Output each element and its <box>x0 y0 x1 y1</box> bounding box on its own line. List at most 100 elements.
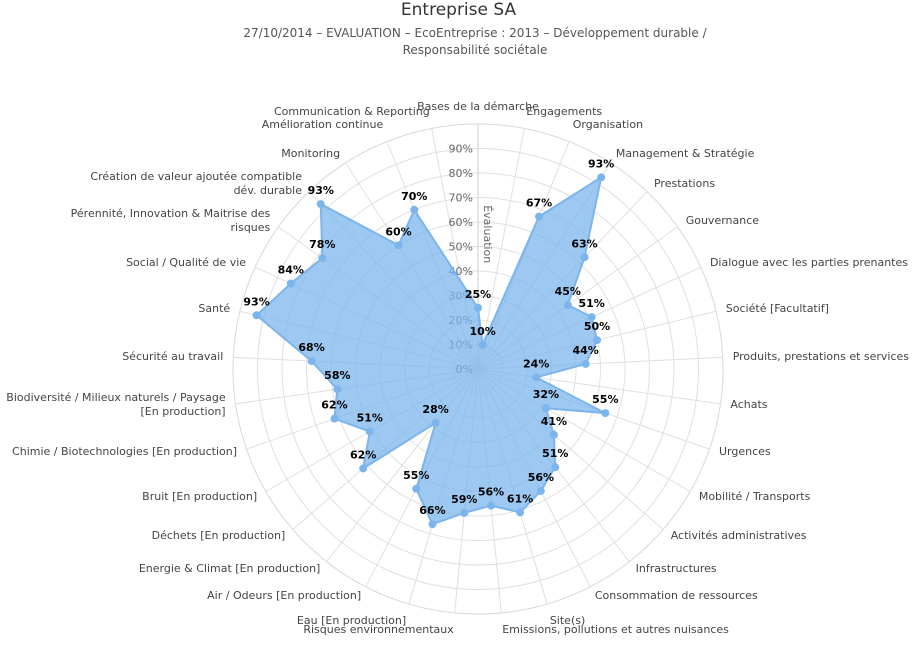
category-label: Energie & Climat [En production] <box>138 562 321 576</box>
y-tick-label: 70% <box>449 192 473 205</box>
category-label: Société [Facultatif] <box>725 301 829 315</box>
value-label: 55% <box>403 469 429 482</box>
value-label: 63% <box>571 237 597 250</box>
value-label: 51% <box>357 411 383 424</box>
category-label: Gouvernance <box>685 214 760 228</box>
value-label: 45% <box>555 285 581 298</box>
category-label: Social / Qualité de vie <box>126 256 247 270</box>
point <box>428 520 437 529</box>
category-label: Consommation de ressources <box>594 588 758 602</box>
point <box>474 303 482 312</box>
point <box>333 385 342 394</box>
point <box>318 254 327 263</box>
value-label: 68% <box>298 341 324 354</box>
chart-title: Entreprise SA <box>400 0 517 20</box>
point <box>597 173 606 182</box>
point <box>587 313 596 322</box>
value-label: 58% <box>324 369 350 382</box>
value-label: 25% <box>465 288 491 301</box>
point <box>330 414 339 423</box>
value-label: 66% <box>419 504 445 517</box>
point <box>365 427 374 436</box>
y-tick-label: 90% <box>449 143 473 156</box>
category-label: Biodiversité / Milieux naturels / Paysag… <box>6 391 226 419</box>
value-label: 67% <box>526 197 552 210</box>
point <box>412 484 421 493</box>
value-label: 59% <box>451 493 477 506</box>
category-label: Déchets [En production] <box>151 528 286 542</box>
point <box>431 418 440 427</box>
category-label: Mobilité / Transports <box>698 489 811 503</box>
value-label: 51% <box>578 297 604 310</box>
category-label: Organisation <box>572 118 644 132</box>
category-label: Monitoring <box>281 147 341 161</box>
category-label: Produits, prestations et services <box>732 349 910 363</box>
value-label: 56% <box>528 471 554 484</box>
value-label: 93% <box>243 295 269 308</box>
value-label: 70% <box>401 190 427 203</box>
category-label: Pérennité, Innovation & Maitrise des ris… <box>70 207 271 235</box>
point <box>535 212 544 221</box>
category-label: Dialogue avec les parties prenantes <box>709 256 908 270</box>
point <box>359 464 368 473</box>
category-label: Risques environnementaux <box>303 622 454 636</box>
category-label: Communication & Reporting <box>273 104 430 118</box>
category-label: Air / Odeurs [En production] <box>207 588 362 602</box>
category-label: Emissions, pollutions et autres nuisance… <box>502 622 729 636</box>
value-label: 62% <box>321 399 347 412</box>
point <box>516 508 525 517</box>
value-label: 61% <box>507 492 533 505</box>
point <box>460 508 469 517</box>
category-label: Bases de la démarche <box>417 100 539 113</box>
value-label: 10% <box>469 325 495 338</box>
point <box>563 301 572 310</box>
value-label: 41% <box>541 415 567 428</box>
category-label: Prestations <box>653 177 716 191</box>
point <box>286 279 295 288</box>
category-label: Management & Stratégie <box>615 147 755 161</box>
category-label: Eau [En production] <box>296 613 407 627</box>
category-label: Engagements <box>526 104 603 118</box>
value-label: 28% <box>422 403 448 416</box>
category-label: Achats <box>730 398 768 412</box>
y-axis-title: Évaluation <box>481 205 494 263</box>
point <box>410 205 419 214</box>
point <box>581 359 590 368</box>
point <box>549 430 558 439</box>
point <box>307 357 316 366</box>
category-label: Amélioration continue <box>261 118 384 132</box>
point <box>532 373 541 382</box>
value-label: 78% <box>309 238 335 251</box>
point <box>316 200 325 209</box>
y-tick-label: 50% <box>449 241 473 254</box>
value-label: 93% <box>308 184 334 197</box>
category-label: Bruit [En production] <box>142 489 258 503</box>
point <box>252 311 261 320</box>
point <box>487 501 496 510</box>
category-label: Création de valeur ajoutée compatible dé… <box>90 170 303 198</box>
value-label: 44% <box>573 344 599 357</box>
value-label: 50% <box>584 320 610 333</box>
value-label: 55% <box>592 393 618 406</box>
value-label: 60% <box>385 225 411 238</box>
category-label: Activités administratives <box>670 528 807 542</box>
y-tick-label: 60% <box>449 216 473 229</box>
point <box>601 409 610 418</box>
point <box>580 253 589 262</box>
chart-subtitle: 27/10/2014 – EVALUATION – EcoEntreprise … <box>243 26 707 57</box>
category-label: Urgences <box>718 445 771 459</box>
category-label: Chimie / Biotechnologies [En production] <box>12 445 238 459</box>
value-label: 84% <box>278 264 304 277</box>
point <box>541 404 550 413</box>
category-label: Santé <box>198 301 231 315</box>
point <box>394 241 403 250</box>
y-tick-label: 80% <box>449 167 473 180</box>
category-label: Site(s) <box>549 613 586 627</box>
value-label: 51% <box>542 447 568 460</box>
spoke <box>477 128 525 370</box>
point <box>478 340 487 349</box>
point <box>593 336 602 345</box>
value-label: 93% <box>588 157 614 170</box>
category-label: Sécurité au travail <box>122 349 224 363</box>
